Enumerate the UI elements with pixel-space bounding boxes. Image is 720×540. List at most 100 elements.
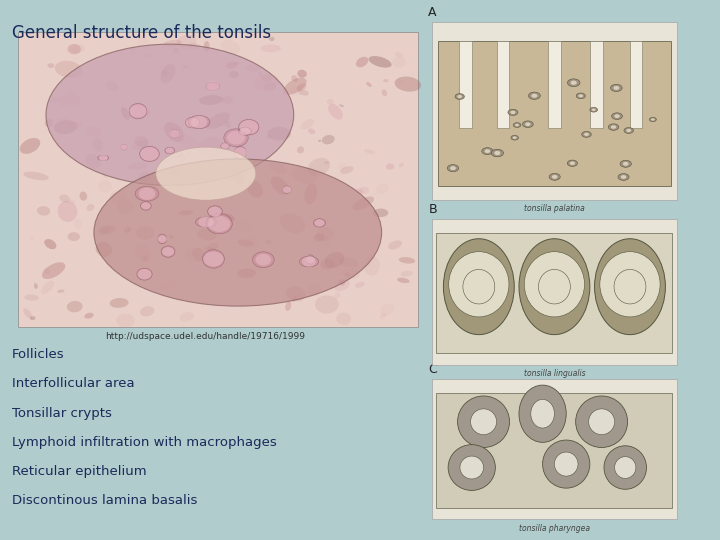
Ellipse shape [297, 84, 307, 91]
Text: Lymphoid infiltration with macrophages: Lymphoid infiltration with macrophages [12, 436, 277, 449]
Ellipse shape [651, 118, 654, 120]
Ellipse shape [221, 40, 240, 55]
Bar [590, 40, 603, 128]
Circle shape [208, 215, 230, 232]
Ellipse shape [169, 235, 174, 239]
Ellipse shape [399, 163, 404, 167]
Ellipse shape [444, 239, 514, 335]
Ellipse shape [269, 163, 287, 174]
Bar [629, 40, 642, 128]
Ellipse shape [284, 78, 307, 94]
Text: C: C [428, 363, 437, 376]
Circle shape [140, 147, 158, 161]
Ellipse shape [301, 119, 314, 130]
Ellipse shape [177, 153, 184, 157]
Ellipse shape [376, 184, 389, 194]
Ellipse shape [386, 164, 394, 170]
Text: Reticular epithelium: Reticular epithelium [12, 465, 147, 478]
Circle shape [204, 252, 223, 266]
Ellipse shape [458, 396, 510, 448]
Bar [497, 40, 510, 128]
Circle shape [221, 143, 230, 149]
Ellipse shape [116, 314, 135, 327]
Text: http://udspace.udel.edu/handle/19716/1999: http://udspace.udel.edu/handle/19716/199… [105, 332, 305, 341]
Ellipse shape [102, 173, 107, 178]
Ellipse shape [23, 308, 32, 318]
Ellipse shape [204, 41, 210, 52]
Ellipse shape [207, 243, 219, 251]
Ellipse shape [137, 268, 152, 280]
Ellipse shape [169, 167, 179, 176]
Ellipse shape [576, 93, 585, 99]
Ellipse shape [144, 54, 155, 57]
Circle shape [240, 127, 251, 136]
Ellipse shape [539, 269, 570, 304]
Ellipse shape [307, 255, 314, 265]
Ellipse shape [395, 77, 421, 92]
Ellipse shape [179, 312, 194, 322]
Ellipse shape [86, 126, 102, 137]
Ellipse shape [345, 273, 351, 277]
Bar [436, 233, 672, 353]
Ellipse shape [165, 147, 175, 154]
Circle shape [240, 120, 258, 134]
Ellipse shape [254, 73, 278, 91]
Ellipse shape [136, 182, 148, 188]
Ellipse shape [447, 165, 459, 172]
Text: General structure of the tonsils: General structure of the tonsils [12, 24, 271, 42]
Ellipse shape [98, 180, 112, 193]
Ellipse shape [44, 239, 56, 249]
Ellipse shape [611, 113, 622, 119]
Ellipse shape [613, 86, 619, 90]
Ellipse shape [513, 123, 521, 127]
Ellipse shape [297, 70, 307, 78]
Ellipse shape [582, 131, 591, 137]
Ellipse shape [241, 124, 244, 126]
Ellipse shape [224, 129, 248, 147]
Ellipse shape [382, 89, 387, 96]
Ellipse shape [225, 120, 230, 127]
Ellipse shape [356, 188, 364, 194]
Ellipse shape [600, 252, 660, 317]
Ellipse shape [19, 138, 40, 154]
Ellipse shape [57, 289, 65, 293]
Ellipse shape [513, 137, 516, 139]
Ellipse shape [238, 268, 256, 278]
Ellipse shape [567, 79, 580, 86]
Ellipse shape [145, 109, 150, 116]
Ellipse shape [189, 43, 199, 49]
Ellipse shape [320, 259, 336, 269]
Ellipse shape [307, 285, 321, 296]
Ellipse shape [611, 125, 616, 129]
Text: Follicles: Follicles [12, 348, 65, 361]
Ellipse shape [525, 123, 531, 126]
Ellipse shape [161, 64, 176, 83]
Ellipse shape [335, 293, 341, 299]
Ellipse shape [173, 48, 179, 53]
Bar [18, 32, 418, 327]
Ellipse shape [611, 84, 622, 91]
Ellipse shape [328, 104, 343, 120]
Ellipse shape [364, 255, 380, 275]
Ellipse shape [618, 173, 629, 180]
Ellipse shape [135, 136, 148, 147]
Ellipse shape [188, 116, 210, 129]
Ellipse shape [84, 313, 94, 319]
Ellipse shape [121, 144, 127, 150]
Ellipse shape [69, 44, 85, 53]
Ellipse shape [341, 268, 360, 279]
Ellipse shape [135, 186, 159, 201]
Ellipse shape [300, 256, 319, 267]
Text: Tonsillar crypts: Tonsillar crypts [12, 407, 112, 420]
Ellipse shape [163, 40, 182, 46]
Ellipse shape [292, 295, 297, 302]
Bar [432, 22, 677, 200]
Ellipse shape [67, 91, 80, 107]
Ellipse shape [283, 186, 292, 193]
Ellipse shape [247, 180, 263, 198]
Ellipse shape [186, 152, 191, 154]
Circle shape [141, 202, 150, 210]
Ellipse shape [58, 201, 77, 222]
Ellipse shape [244, 235, 259, 249]
Circle shape [302, 256, 316, 267]
